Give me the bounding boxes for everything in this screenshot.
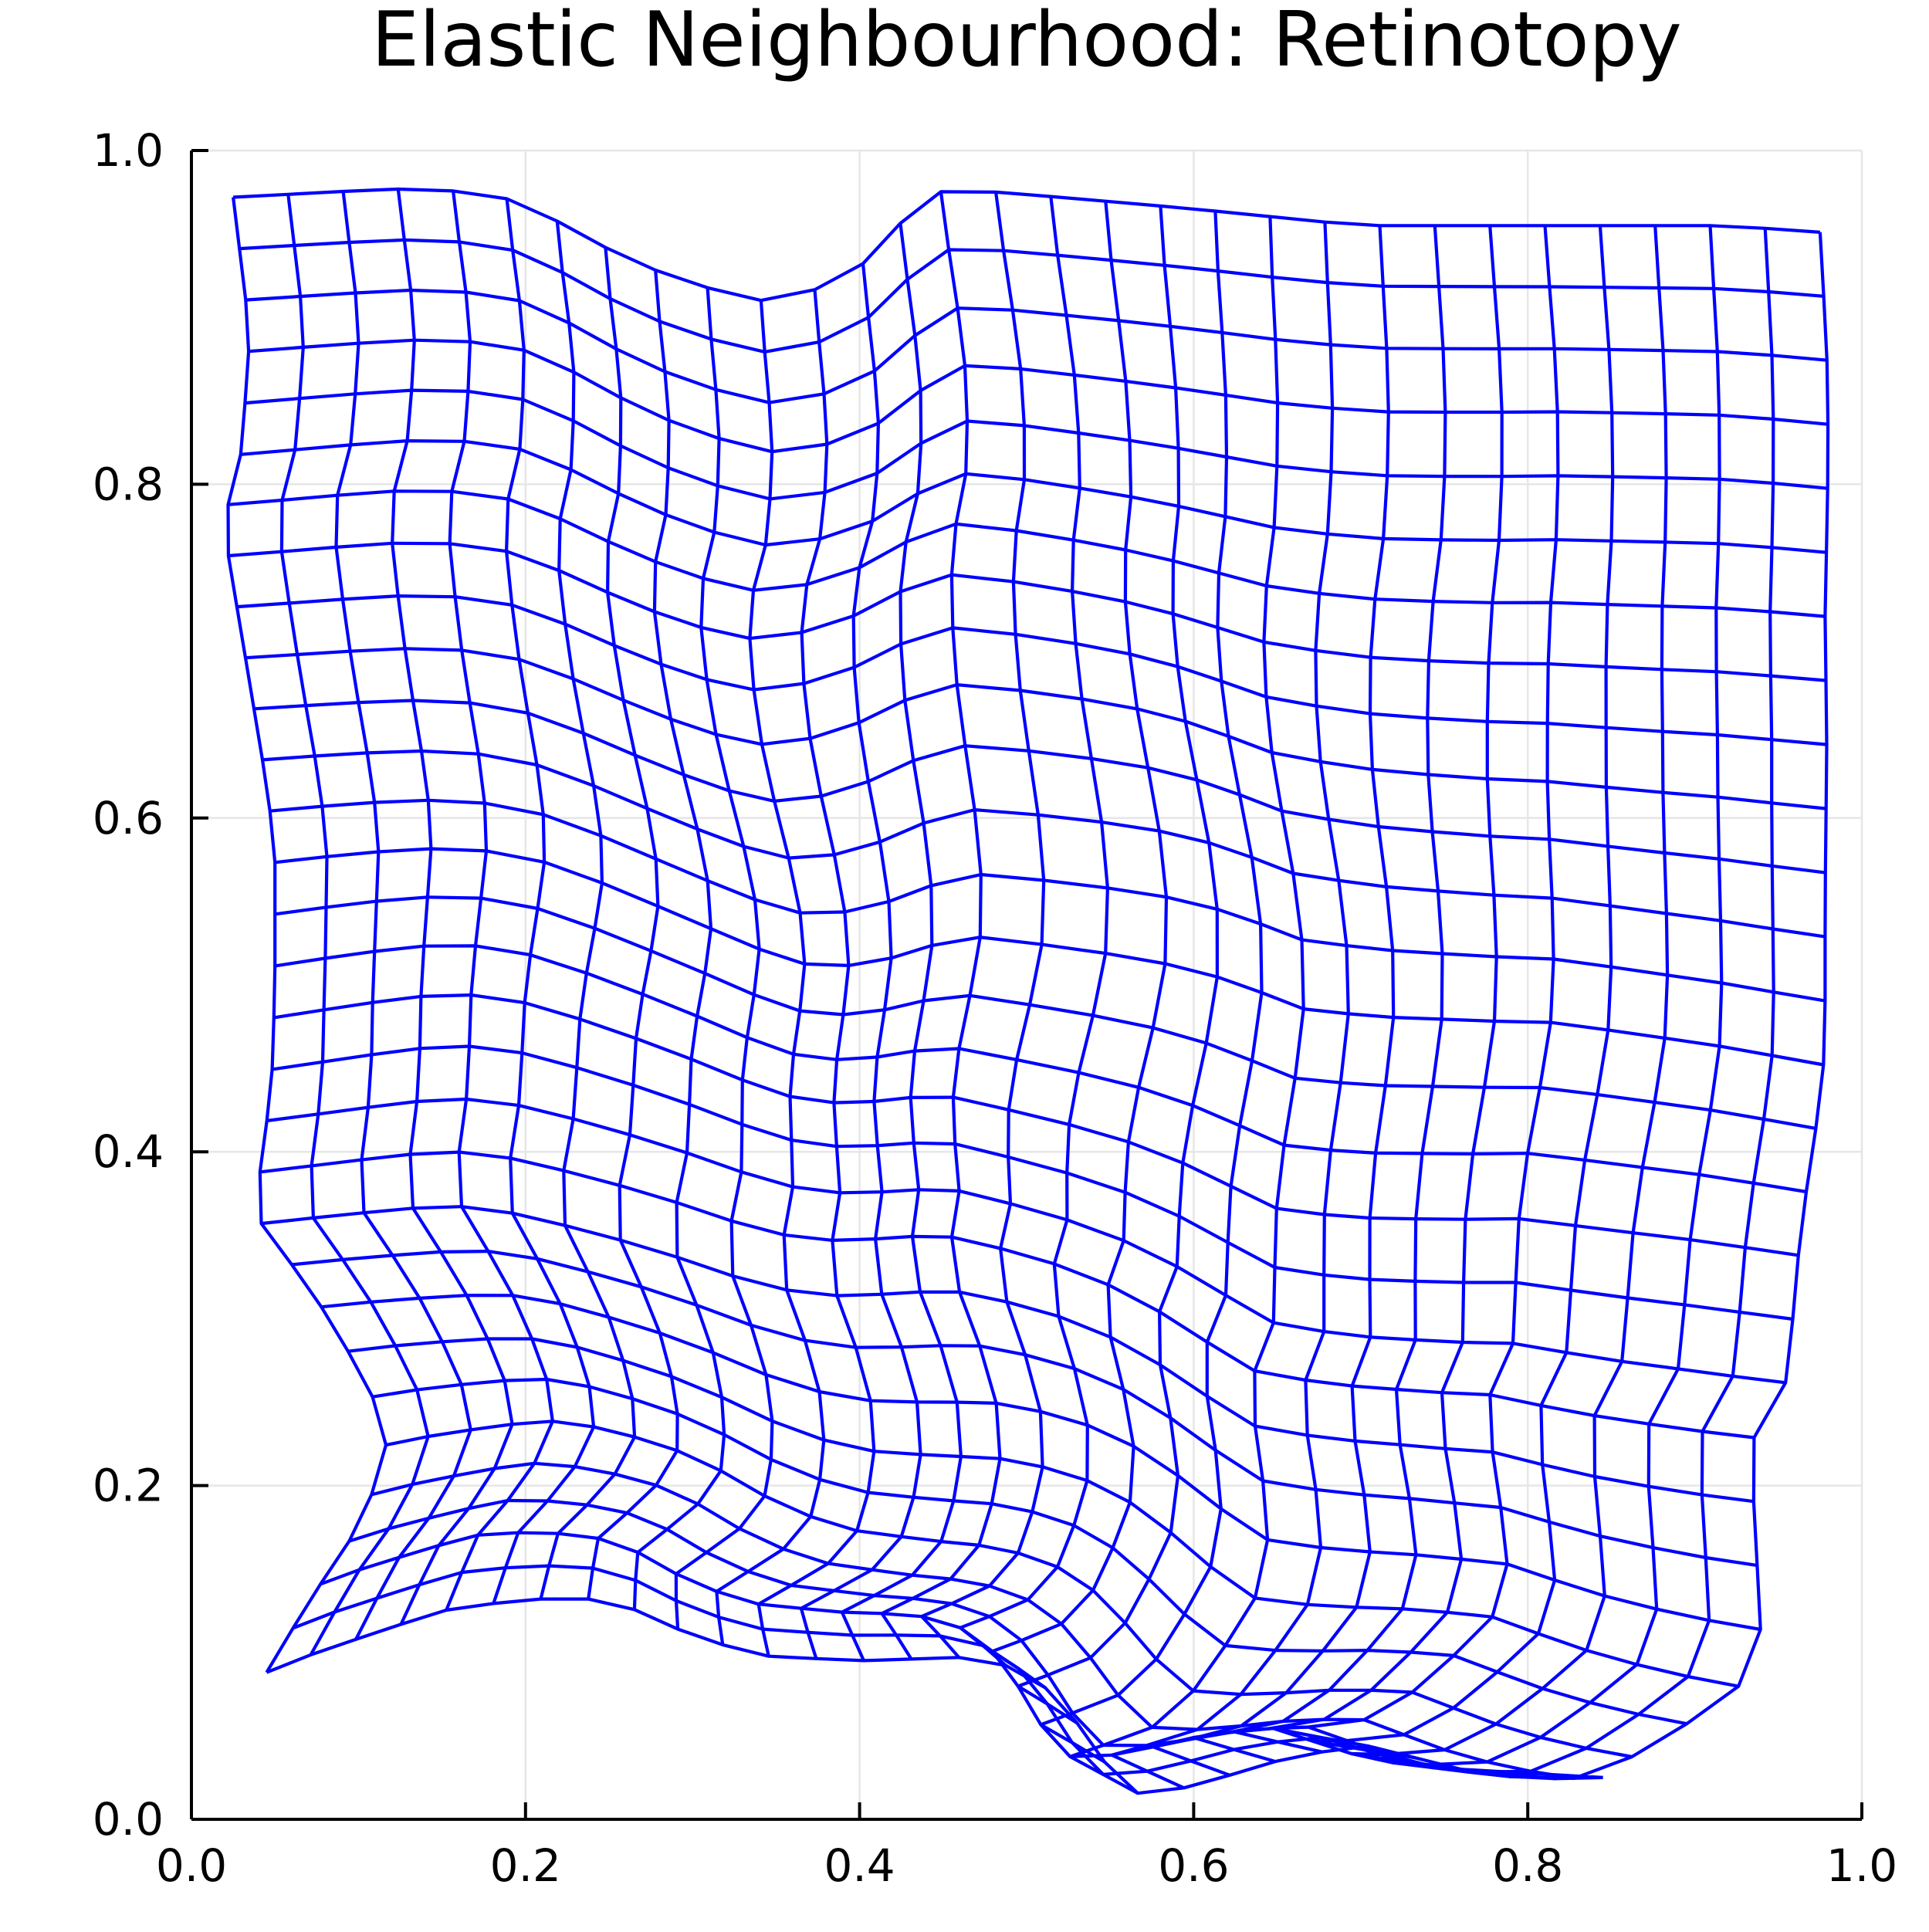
y-tick-label: 0.6 [93,792,164,844]
x-tick-label: 0.2 [490,1839,561,1892]
mesh-row-line [228,541,1826,682]
x-tick-label: 1.0 [1826,1839,1897,1892]
y-tick-label: 0.0 [93,1793,164,1846]
mesh-column-line [334,191,472,1640]
mesh-column-line [1473,232,1830,1780]
mesh-column-line [674,287,774,1629]
mesh-row-line [269,798,1826,1003]
mesh-row-line [245,288,1827,404]
mesh-column-line [492,198,596,1605]
mesh-column-line [1431,228,1775,1781]
mesh-row-line [272,1044,1793,1321]
mesh-column-line [958,196,1109,1667]
axes: 0.0 0.2 0.4 0.6 0.8 1.0 0.0 0.2 0.4 0.6 0.8 1.0 [93,124,1897,1892]
mesh-column-line [226,197,388,1673]
x-tick-label: 0.4 [824,1839,895,1892]
x-tick-label: 0.0 [156,1839,227,1892]
mesh-column-line [539,221,637,1600]
mesh-column-line [587,247,679,1599]
mesh-column-line [1311,225,1615,1760]
mesh-column-line [715,300,826,1646]
mesh-column-line [1068,216,1305,1795]
y-tick-label: 0.8 [93,458,164,510]
mesh-column-line [1110,222,1350,1790]
x-tick-label: 0.8 [1492,1839,1563,1892]
mesh-column-line [1192,225,1447,1764]
mesh-row-line [274,895,1816,1130]
mesh-column-line [990,201,1169,1690]
y-tick-label: 0.4 [93,1125,164,1178]
mesh-row-line [274,944,1807,1194]
mesh-column-line [1039,211,1264,1764]
mesh-column-line [1271,225,1560,1748]
mesh-row-line [248,338,1829,454]
y-tick-label: 0.2 [93,1460,164,1512]
mesh-column-line [445,191,554,1611]
mesh-column-line [1016,205,1219,1725]
mesh-column-line [919,191,1046,1659]
chart-title: Elastic Neighbourhood: Retinotopy [371,0,1682,84]
mesh-row-line [239,238,1824,354]
mesh-column-line [1232,225,1504,1754]
mesh-column-line [799,263,922,1660]
mesh-column-line [1151,225,1396,1777]
mesh-row-line [347,1337,1739,1688]
mesh-column-line [1349,225,1670,1771]
mesh-column-line [279,194,430,1656]
mesh-column-line [391,188,514,1626]
mesh-row-line [236,594,1827,746]
mesh-column-line [1390,225,1724,1778]
mesh-row-line [372,1377,1687,1726]
mesh-column-line [880,191,1002,1660]
mesh-column-line [756,289,876,1657]
x-tick-label: 0.6 [1158,1839,1229,1892]
y-tick-label: 1.0 [93,124,164,177]
mesh-row-line [273,993,1799,1257]
grid-lines [190,149,1863,1821]
mesh-column-line [840,223,963,1662]
retinotopy-mesh [226,187,1830,1795]
mesh-row-line [348,1498,1511,1778]
mesh-column-line [632,269,726,1610]
